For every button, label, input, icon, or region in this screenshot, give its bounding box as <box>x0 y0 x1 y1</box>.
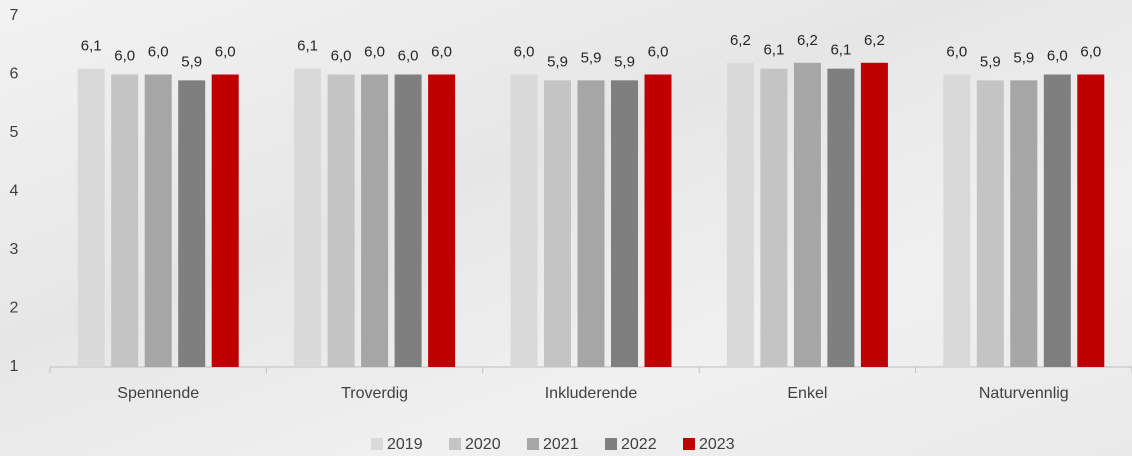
value-label: 5,9 <box>1013 49 1034 66</box>
value-label: 6,2 <box>797 32 818 49</box>
legend-swatch <box>449 438 461 450</box>
legend-swatch <box>605 438 617 450</box>
y-tick-label: 5 <box>10 124 19 141</box>
legend-label: 2021 <box>543 436 579 453</box>
legend-label: 2023 <box>699 436 735 453</box>
value-label: 6,0 <box>331 47 352 64</box>
value-label: 5,9 <box>581 49 602 66</box>
value-label: 6,2 <box>730 32 751 49</box>
y-tick-label: 7 <box>10 7 19 24</box>
value-label: 5,9 <box>181 53 202 70</box>
x-tick-label: Inkluderende <box>545 385 638 402</box>
value-label: 6,1 <box>763 42 784 59</box>
y-tick-label: 4 <box>10 183 19 200</box>
y-tick-label: 2 <box>10 300 19 317</box>
bar <box>611 80 638 367</box>
x-tick-label: Enkel <box>787 385 827 402</box>
bar <box>976 80 1004 367</box>
bar <box>943 74 971 367</box>
value-label: 6,0 <box>648 43 669 60</box>
legend-swatch <box>527 438 539 450</box>
x-tick-label: Naturvennlig <box>979 385 1069 402</box>
x-tick-label: Troverdig <box>341 385 408 402</box>
bar <box>827 68 855 368</box>
legend-label: 2019 <box>387 436 423 453</box>
value-label: 6,0 <box>215 43 236 60</box>
value-label: 6,1 <box>81 38 102 55</box>
bar <box>211 74 239 367</box>
bar <box>394 74 422 367</box>
bar <box>77 68 105 368</box>
bar <box>178 80 206 367</box>
value-label: 6,0 <box>946 43 967 60</box>
value-label: 6,0 <box>1047 47 1068 64</box>
legend-label: 2020 <box>465 436 501 453</box>
bar <box>294 68 322 368</box>
legend-label: 2022 <box>621 436 657 453</box>
bar <box>1077 74 1105 367</box>
bar <box>860 62 888 368</box>
y-tick-label: 3 <box>10 241 19 258</box>
y-tick-label: 6 <box>10 66 19 83</box>
bar <box>793 62 821 368</box>
legend-swatch <box>683 438 695 450</box>
bar <box>327 74 355 367</box>
value-label: 6,0 <box>514 43 535 60</box>
value-label: 6,0 <box>1080 43 1101 60</box>
bar <box>544 80 571 367</box>
value-label: 6,1 <box>830 42 851 59</box>
bar <box>361 74 389 367</box>
bar <box>1043 74 1071 367</box>
bar <box>510 74 538 367</box>
value-label: 6,2 <box>864 32 885 49</box>
value-label: 6,1 <box>297 38 318 55</box>
bar <box>428 74 456 367</box>
value-label: 6,0 <box>364 43 385 60</box>
value-label: 5,9 <box>547 53 568 70</box>
value-label: 5,9 <box>980 53 1001 70</box>
x-tick-label: Spennende <box>117 385 199 402</box>
bar <box>726 62 754 368</box>
bar <box>577 80 605 367</box>
legend-swatch <box>371 438 383 450</box>
value-label: 6,0 <box>148 43 169 60</box>
bar <box>644 74 672 367</box>
bar <box>111 74 139 367</box>
value-label: 5,9 <box>614 53 635 70</box>
y-tick-label: 1 <box>10 358 19 375</box>
value-label: 6,0 <box>398 47 419 64</box>
value-label: 6,0 <box>114 47 135 64</box>
bar <box>144 74 172 367</box>
bar <box>1010 80 1038 367</box>
bar <box>760 68 788 368</box>
value-label: 6,0 <box>431 43 452 60</box>
